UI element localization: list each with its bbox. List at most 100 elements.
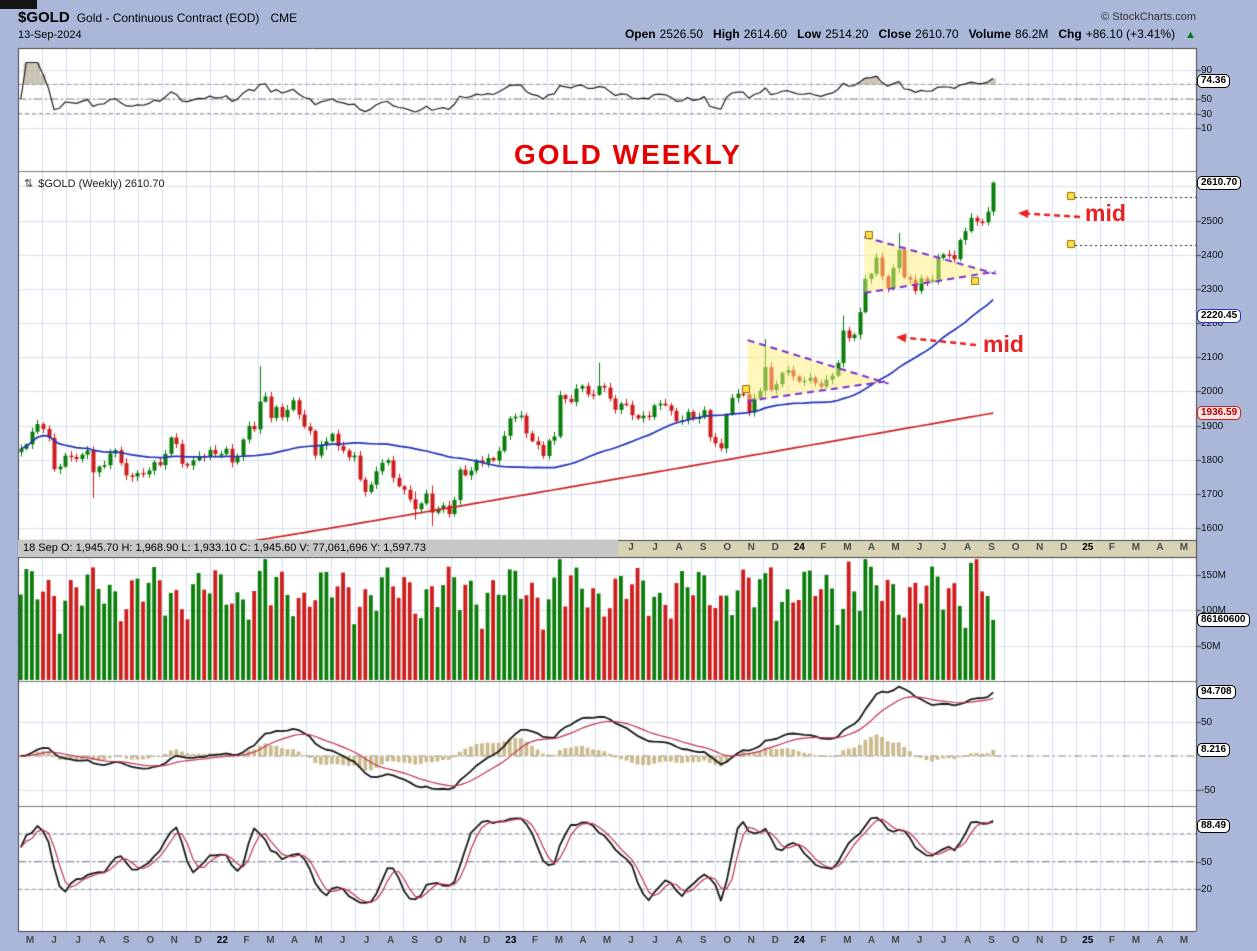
axis-month-label: J (940, 542, 947, 553)
axis-month-label: S (699, 542, 707, 553)
axis-tick-label: 100M (1201, 605, 1227, 616)
axis-month-label: M (1179, 542, 1189, 553)
quote-open-label: Open (624, 27, 656, 41)
axis-month-label: A (867, 935, 876, 946)
axis-month-label: D (1060, 542, 1068, 553)
quote-close-value: 2610.70 (915, 27, 959, 41)
axis-month-label: A (98, 935, 106, 946)
blue-ma-value-bubble: 2220.45 (1197, 309, 1242, 323)
axis-tick-label: 1700 (1201, 489, 1224, 500)
axis-month-label: M (891, 542, 900, 553)
axis-month-label: J (628, 935, 634, 946)
axis-month-label: F (820, 542, 827, 553)
macd-hist-value-bubble: 8.216 (1197, 743, 1231, 757)
quote-open-value: 2526.50 (659, 27, 704, 41)
axis-month-label: 24 (793, 935, 805, 946)
axis-month-label: S (988, 935, 995, 946)
quote-close: Close 2610.70 (878, 27, 958, 41)
crosshair-info-bar: 18 Sep O: 1,945.70 H: 1,968.90 L: 1,933.… (18, 540, 618, 557)
axis-month-label: J (652, 542, 658, 553)
chart-date-label: 13-Sep-2024 (18, 29, 82, 41)
axis-month-label: J (51, 935, 57, 946)
quote-open: Open 2526.50 (625, 27, 703, 41)
axis-tick-label: 50M (1201, 641, 1221, 652)
axis-month-label: S (699, 935, 707, 946)
axis-month-label: D (483, 935, 491, 946)
axis-month-label: A (1156, 542, 1164, 553)
axis-month-label: N (459, 935, 467, 946)
axis-month-label: J (940, 935, 947, 946)
axis-month-label: O (723, 935, 732, 946)
axis-month-label: J (339, 935, 346, 946)
annotation-watermark-text[interactable]: GOLD WEEKLY (514, 139, 742, 170)
quote-high-label: High (713, 27, 740, 41)
axis-tick-label: 1600 (1201, 523, 1224, 534)
rsi-value-bubble: 74.36 (1197, 74, 1231, 88)
quote-high-value: 2614.60 (743, 27, 788, 41)
stoch-value-bubble: 88.49 (1197, 819, 1231, 833)
price-panel-legend: ⇅ $GOLD (Weekly) 2610.70 (24, 177, 165, 191)
axis-tick-label: 1900 (1201, 421, 1224, 432)
axis-tick-label: 30 (1201, 109, 1213, 120)
axis-month-label: D (194, 935, 202, 946)
copyright-label: © StockCharts.com (1101, 11, 1196, 23)
symbol-label: $GOLD (18, 9, 70, 26)
instrument-legend-text: $GOLD (Weekly) 2610.70 (38, 177, 165, 190)
axis-month-label: N (747, 935, 755, 946)
axis-month-label: N (170, 935, 178, 946)
axis-month-label: M (602, 935, 612, 946)
axis-tick-label: 2100 (1201, 352, 1224, 363)
axis-month-label: M (843, 935, 852, 946)
axis-month-label: M (1131, 542, 1141, 553)
axis-month-label: D (1060, 935, 1068, 946)
axis-tick-label: 20 (1201, 884, 1213, 895)
axis-month-label: M (554, 935, 564, 946)
axis-month-label: J (75, 935, 81, 946)
annotation-mid-label-2[interactable]: mid (983, 331, 1024, 357)
axis-tick-label: 50 (1201, 94, 1213, 105)
macd-value-bubble: 94.708 (1197, 685, 1236, 699)
annotation-mid-label-1[interactable]: mid (1085, 200, 1126, 226)
axis-month-label: O (723, 542, 732, 553)
axis-month-label: N (1036, 542, 1044, 553)
change-up-icon: ▲ (1185, 29, 1196, 41)
window-artifact (0, 0, 37, 9)
chart-style-icon: ⇅ (24, 178, 34, 190)
axis-tick-label: 2000 (1201, 386, 1224, 397)
axis-month-label: O (434, 935, 443, 946)
axis-month-label: A (290, 935, 299, 946)
quote-close-label: Close (878, 27, 912, 41)
axis-month-label: S (988, 542, 995, 553)
axis-month-label: F (1108, 542, 1115, 553)
axis-month-label: M (266, 935, 275, 946)
axis-tick-label: 150M (1201, 570, 1227, 581)
axis-month-label: J (363, 935, 370, 946)
exchange-label: CME (270, 11, 298, 25)
quote-low-label: Low (797, 27, 822, 41)
axis-month-label: F (820, 935, 827, 946)
axis-month-label: J (916, 935, 923, 946)
axis-month-label: J (916, 542, 923, 553)
quote-summary: Open 2526.50 High 2614.60 Low 2514.20 Close 261… (625, 27, 1196, 41)
axis-month-label: D (771, 542, 779, 553)
axis-tick-label: 50 (1201, 857, 1213, 868)
axis-tick-label: 50 (1201, 717, 1213, 728)
volume-value-bubble: 86160600 (1197, 613, 1250, 627)
axis-tick-label: 90 (1201, 65, 1213, 76)
quote-volume: Volume 86.2M (969, 27, 1049, 41)
axis-month-label: N (747, 542, 755, 553)
axis-month-label: O (146, 935, 155, 946)
axis-month-label: M (314, 935, 323, 946)
quote-low-value: 2514.20 (825, 27, 869, 41)
quote-chg-value: +86.10 (+3.41%) (1085, 27, 1176, 41)
axis-tick-label: 1800 (1201, 455, 1224, 466)
axis-month-label: A (1156, 935, 1164, 946)
axis-tick-label: 2500 (1201, 216, 1224, 227)
axis-month-label: O (1011, 935, 1020, 946)
axis-month-label: N (1036, 935, 1044, 946)
quote-volume-label: Volume (968, 27, 1012, 41)
axis-month-label: 22 (216, 935, 228, 946)
instrument-title: Gold - Continuous Contract (EOD) (76, 11, 260, 25)
